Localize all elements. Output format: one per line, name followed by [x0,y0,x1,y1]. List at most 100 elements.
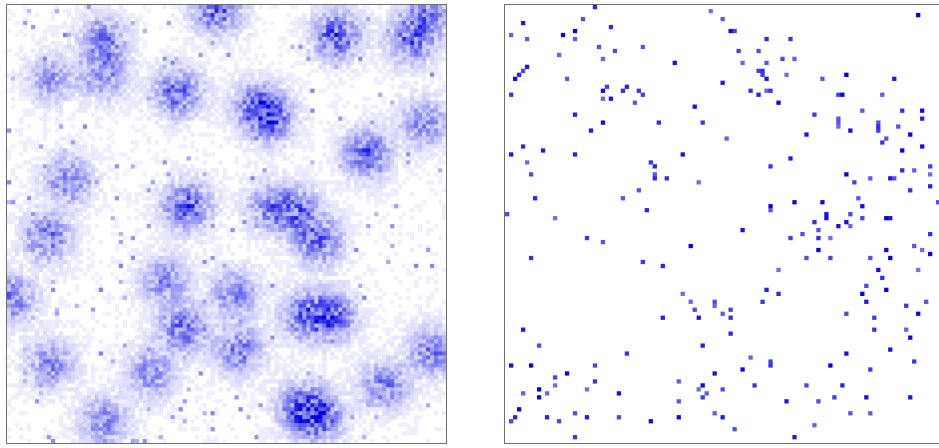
heatmap-cell [366,128,371,133]
heatmap-cell [222,32,227,38]
heatmap-cell [190,5,195,10]
heatmap-cell [122,72,128,77]
heatmap-cell [38,224,44,229]
heatmap-cell [230,267,235,273]
heatmap-cell [162,172,167,177]
heatmap-cell [386,156,391,161]
heatmap-cell [146,247,151,253]
heatmap-cell [138,96,143,101]
heatmap-cell [442,144,446,149]
heatmap-cell [426,8,431,14]
heatmap-cell [354,144,359,149]
heatmap-cell [162,96,167,101]
heatmap-cell [214,243,219,249]
heatmap-cell [326,271,331,277]
heatmap-cell [70,160,76,165]
heatmap-cell [250,227,255,233]
heatmap-cell [118,20,124,26]
heatmap-cell [350,84,355,89]
heatmap-cell [118,92,124,97]
heatmap-cell [298,259,303,265]
heatmap-cell [14,267,20,273]
heatmap-cell [174,243,179,249]
heatmap-cell [42,243,48,249]
heatmap-cell [318,24,323,30]
heatmap-cell [258,60,263,66]
heatmap-cell [146,224,151,229]
heatmap-cell [78,212,84,217]
heatmap-cell [74,200,80,205]
heatmap-cell [266,180,271,185]
heatmap-cell [142,243,147,249]
heatmap-cell [154,224,159,229]
heatmap-cell [346,184,351,189]
heatmap-cell [210,168,215,173]
heatmap-cell [202,263,207,269]
heatmap-cell [290,263,295,269]
heatmap-cell [326,60,331,66]
heatmap-cell [250,24,255,30]
heatmap-cell [266,88,271,93]
heatmap-cell [138,76,143,81]
heatmap-cell [322,32,327,38]
heatmap-cell [422,64,427,70]
heatmap-cell [70,96,76,101]
heatmap-cell [422,16,427,22]
heatmap-cell [366,24,371,30]
heatmap-cell [402,128,407,133]
heatmap-cell [234,267,239,273]
heatmap-cell [230,196,235,201]
heatmap-cell [342,271,347,277]
heatmap-cell [318,164,323,169]
heatmap-cell [402,263,407,269]
heatmap-cell [334,208,339,213]
heatmap-cell [398,84,403,89]
heatmap-cell [362,172,367,177]
heatmap-cell [258,76,263,81]
heatmap-cell [266,92,271,97]
heatmap-cell [78,227,84,233]
heatmap-cell [82,204,88,209]
heatmap-cell [342,251,347,257]
heatmap-cell [266,176,271,181]
heatmap-cell [334,216,339,221]
heatmap-cell [298,188,303,193]
heatmap-cell [218,120,223,125]
heatmap-cell [442,112,446,117]
heatmap-cell [402,80,407,85]
heatmap-cell [310,148,315,153]
heatmap-cell [310,164,315,169]
heatmap-cell [82,80,88,85]
heatmap-cell [98,96,104,101]
heatmap-cell [242,100,247,105]
heatmap-cell [26,96,32,101]
heatmap-cell [106,20,112,26]
heatmap-cell [86,192,92,197]
heatmap-cell [330,48,335,54]
heatmap-cell [146,212,151,217]
heatmap-cell [306,196,311,201]
heatmap-cell [290,239,295,245]
heatmap-cell [154,196,159,201]
heatmap-cell [290,176,295,181]
heatmap-cell [182,5,187,10]
heatmap-cell [86,176,92,181]
heatmap-cell [102,5,108,10]
heatmap-cell [218,247,223,253]
heatmap-cell [158,231,163,237]
heatmap-cell [310,212,315,217]
heatmap-cell [354,12,359,18]
heatmap-cell [90,84,96,89]
heatmap-cell [18,243,24,249]
heatmap-cell [214,204,219,209]
heatmap-cell [282,36,287,42]
heatmap-cell [438,176,443,181]
heatmap-cell [130,48,136,54]
heatmap-cell [70,271,76,277]
heatmap-cell [330,5,335,10]
heatmap-cell [86,188,92,193]
heatmap-cell [194,267,199,273]
heatmap-cell [162,148,167,153]
heatmap-cell [346,231,351,237]
heatmap-cell [414,108,419,113]
